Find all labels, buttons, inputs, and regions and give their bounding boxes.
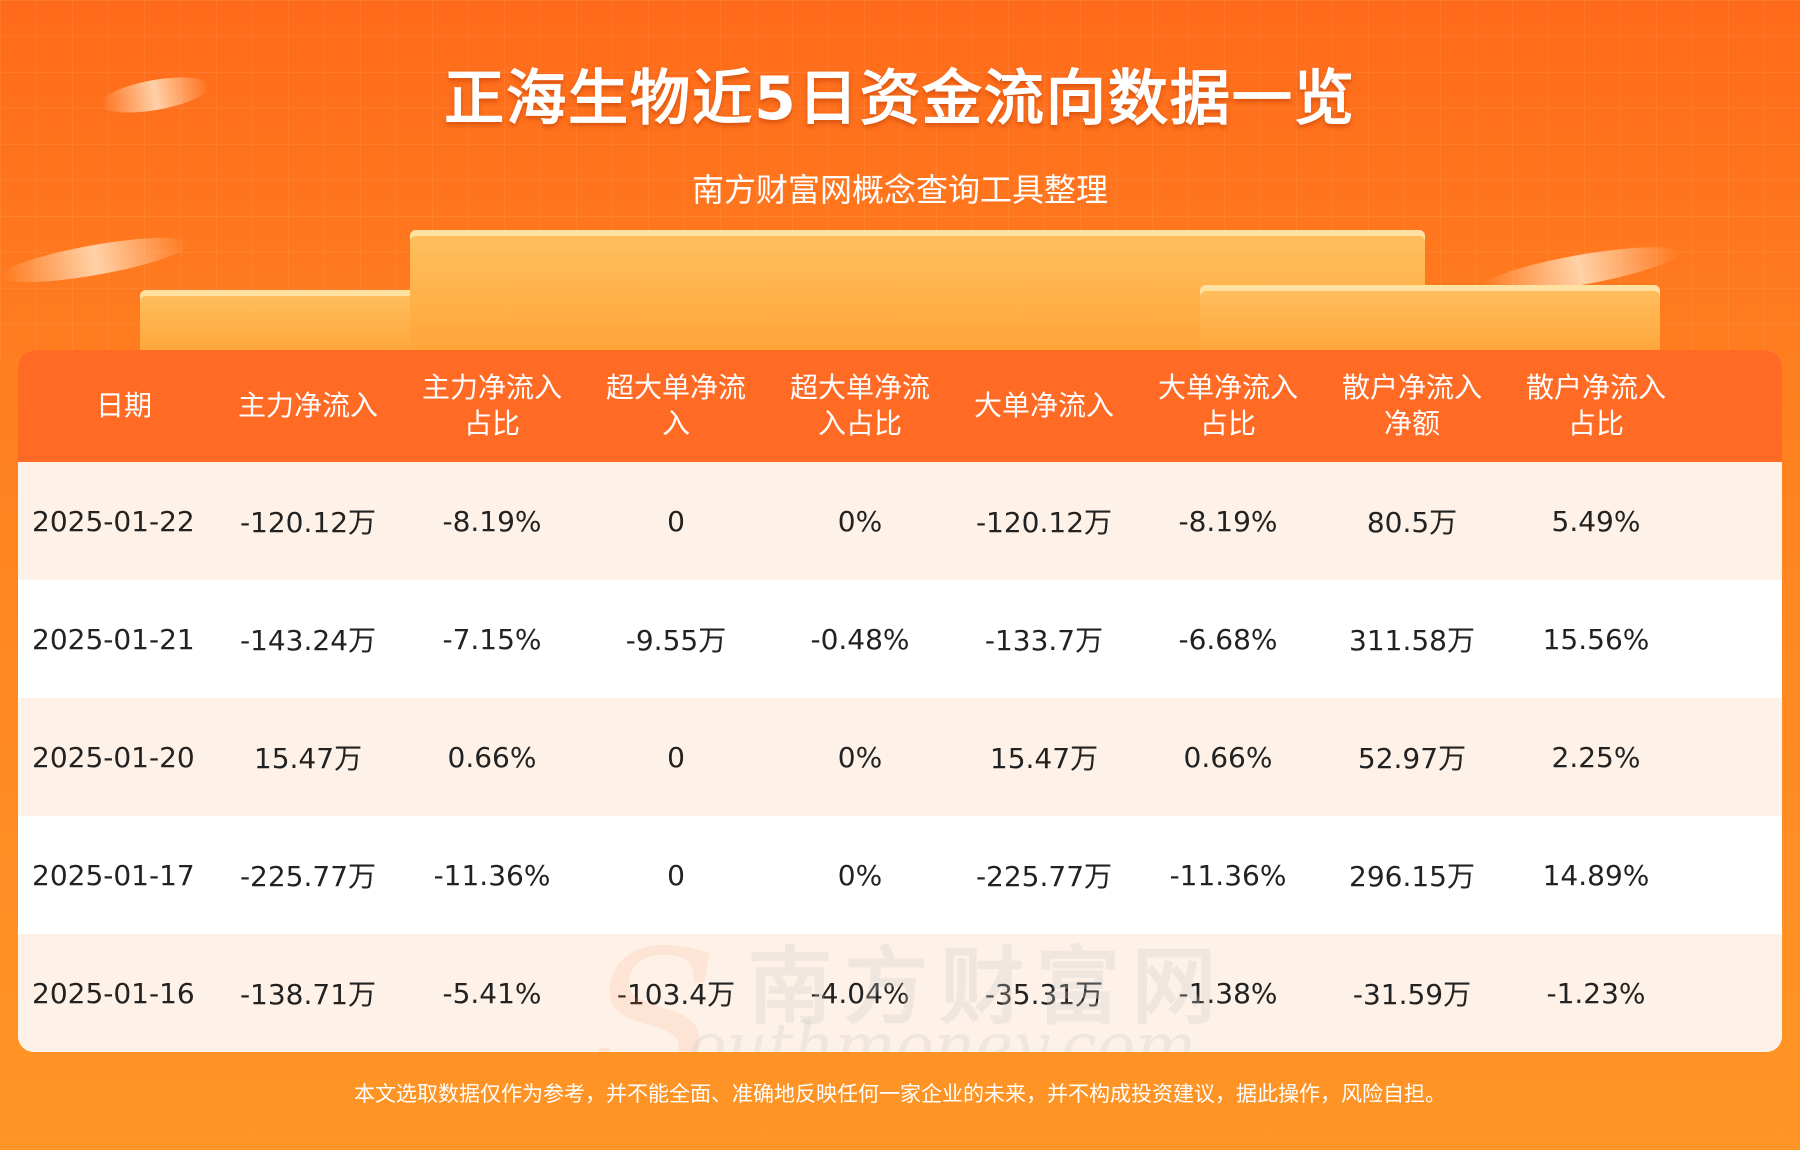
table-row: 2025-01-17 -225.77万 -11.36% 0 0% -225.77… (18, 816, 1782, 934)
table-cell: 2025-01-16 (32, 976, 195, 1010)
table-cell: 0.66% (1183, 740, 1273, 774)
table-row: 2025-01-20 15.47万 0.66% 0 0% 15.47万 0.66… (18, 698, 1782, 816)
header-cell-main-ratio: 主力净流入 占比 (421, 371, 562, 440)
table-cell: -5.41% (442, 976, 542, 1010)
table-cell: -120.12万 (975, 506, 1113, 539)
table-cell: 2025-01-22 (32, 504, 195, 538)
table-header: 日期 主力净流入 主力净流入 占比 超大单净流 入 超大单净流 入占比 大单净流… (18, 350, 1782, 462)
header-cell-retail-ratio: 散户净流入 占比 (1525, 371, 1666, 440)
table-row: 2025-01-21 -143.24万 -7.15% -9.55万 -0.48%… (18, 580, 1782, 698)
table-cell: -1.38% (1178, 976, 1278, 1010)
table-cell: -7.15% (442, 622, 542, 656)
table-cell: 14.89% (1542, 858, 1650, 892)
table-cell: -8.19% (1178, 504, 1278, 538)
table-cell: -35.31万 (984, 978, 1104, 1011)
fund-flow-table: 日期 主力净流入 主力净流入 占比 超大单净流 入 超大单净流 入占比 大单净流… (18, 350, 1782, 1052)
table-cell: 0% (837, 858, 883, 892)
header-cell-date: 日期 (95, 389, 152, 422)
page-title: 正海生物近5日资金流向数据一览 (444, 64, 1356, 134)
table-cell: -225.77万 (239, 860, 377, 893)
table-cell: -11.36% (1169, 858, 1287, 892)
table-cell: 15.47万 (989, 742, 1099, 775)
header-cell-main-inflow: 主力净流入 (237, 389, 378, 422)
header-cell-retail-inflow: 散户净流入 净额 (1341, 371, 1482, 440)
table-cell: 311.58万 (1349, 624, 1475, 657)
table-row: 2025-01-16 -138.71万 -5.41% -103.4万 -4.04… (18, 934, 1782, 1052)
table-cell: 296.15万 (1349, 860, 1475, 893)
table-cell: -11.36% (433, 858, 551, 892)
table-cell: 5.49% (1551, 504, 1641, 538)
table-cell: 52.97万 (1357, 742, 1467, 775)
table-cell: -133.7万 (984, 624, 1104, 657)
decorative-podium-right (1200, 285, 1660, 360)
table-cell: -8.19% (442, 504, 542, 538)
table-cell: -6.68% (1178, 622, 1278, 656)
table-cell: 0 (667, 504, 685, 538)
table-cell: 0% (837, 504, 883, 538)
header-cell-xl-inflow: 超大单净流 入 (605, 371, 746, 440)
header-cell-xl-ratio: 超大单净流 入占比 (789, 371, 930, 440)
header-cell-large-ratio: 大单净流入 占比 (1157, 371, 1298, 440)
table-cell: -225.77万 (975, 860, 1113, 893)
table-cell: -4.04% (810, 976, 910, 1010)
table-cell: -9.55万 (625, 624, 727, 657)
table-cell: -120.12万 (239, 506, 377, 539)
header-cell-large-inflow: 大单净流入 (973, 389, 1114, 422)
table-cell: 0.66% (447, 740, 537, 774)
table-row: 2025-01-22 -120.12万 -8.19% 0 0% -120.12万… (18, 462, 1782, 580)
table-cell: -103.4万 (616, 978, 736, 1011)
table-cell: -31.59万 (1352, 978, 1472, 1011)
table-cell: 80.5万 (1366, 506, 1458, 539)
table-cell: -143.24万 (239, 624, 377, 657)
table-cell: 0 (667, 858, 685, 892)
table-cell: 2.25% (1551, 740, 1641, 774)
table-cell: 15.47万 (253, 742, 363, 775)
table-cell: 15.56% (1542, 622, 1650, 656)
table-cell: 2025-01-20 (32, 740, 195, 774)
table-cell: 2025-01-21 (32, 622, 195, 656)
disclaimer-text: 本文选取数据仅作为参考，并不能全面、准确地反映任何一家企业的未来，并不构成投资建… (354, 1082, 1446, 1106)
page-subtitle: 南方财富网概念查询工具整理 (691, 171, 1108, 209)
table-cell: 0% (837, 740, 883, 774)
table-cell: 2025-01-17 (32, 858, 195, 892)
table-cell: -0.48% (810, 622, 910, 656)
table-cell: -1.23% (1546, 976, 1646, 1010)
table-cell: 0 (667, 740, 685, 774)
table-cell: -138.71万 (239, 978, 377, 1011)
